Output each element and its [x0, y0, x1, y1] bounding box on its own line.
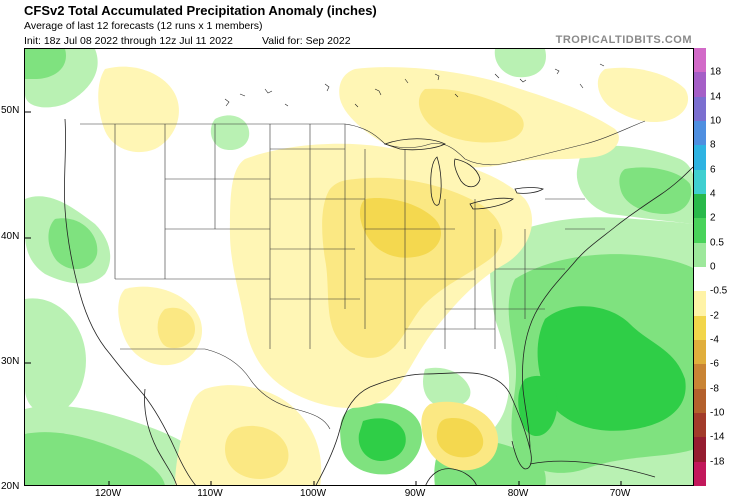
- colorbar-label: -14: [710, 431, 725, 443]
- wet-region-sw-coast: [25, 298, 86, 415]
- colorbar-segment: [694, 121, 706, 146]
- colorbar-segment: [694, 461, 706, 487]
- precip-map: [24, 48, 694, 486]
- wet-region-nw-mid: [48, 218, 98, 270]
- chart-title: CFSv2 Total Accumulated Precipitation An…: [24, 3, 377, 18]
- dry-anomaly-regions: [98, 66, 689, 485]
- init-text: Init: 18z Jul 08 2022 through 12z Jul 11…: [24, 35, 233, 47]
- lon-ticks: [108, 481, 622, 485]
- coast-east: [522, 166, 693, 450]
- coastlines: [64, 118, 693, 485]
- colorbar-segment: [694, 340, 706, 365]
- colorbar-segment: [694, 96, 706, 122]
- colorbar-segment: [694, 218, 706, 244]
- lon-label-80w: 80W: [507, 488, 529, 499]
- lat-label-50n: 50N: [1, 105, 20, 116]
- colorbar-label: -18: [710, 456, 725, 468]
- colorbar-label: -10: [710, 407, 725, 419]
- dry-region-southwest-mid: [157, 307, 195, 349]
- colorbar-label: -2: [710, 310, 719, 322]
- colorbar-label: 2: [710, 212, 716, 224]
- colorbar-label: 6: [710, 164, 716, 176]
- state-lines-midwest: [364, 149, 495, 349]
- coast-mexico-gulf: [315, 386, 371, 485]
- colorbar-label: 8: [710, 139, 716, 151]
- lakes-scatter: [224, 63, 605, 108]
- colorbar-segment: [694, 413, 706, 438]
- great-lakes: [383, 138, 544, 210]
- lon-label-90w: 90W: [404, 488, 426, 499]
- colorbar-segment: [694, 437, 706, 463]
- state-lines-east: [445, 198, 605, 349]
- colorbar-label: 10: [710, 115, 722, 127]
- colorbar-segment: [694, 72, 706, 98]
- wet-region-gulf-east: [423, 367, 471, 408]
- colorbar-segment: [694, 242, 706, 268]
- lake-ontario: [514, 187, 544, 194]
- wet-region-east-coast-mid: [619, 167, 692, 214]
- lat-label-20n: 20N: [1, 481, 20, 492]
- colorbar-label: -8: [710, 383, 719, 395]
- coast-yucatan: [425, 468, 477, 485]
- dry-region-mexico-mid: [225, 425, 289, 479]
- colorbar-label: 4: [710, 188, 716, 200]
- colorbar-segment: [694, 194, 706, 219]
- colorbar-segment: [694, 388, 706, 414]
- wet-region-gulf-west-strong: [358, 418, 406, 461]
- dry-region-gulf-center-strong: [436, 418, 484, 458]
- wet-region-topleft-mid: [25, 49, 66, 79]
- lon-label-100w: 100W: [299, 488, 327, 499]
- coast-west: [64, 118, 196, 485]
- lake-superior: [383, 138, 446, 151]
- canada-lakes: [224, 63, 605, 108]
- lake-erie: [469, 197, 514, 210]
- wet-region-atlantic-strong-2: [518, 375, 558, 437]
- state-lines-west: [114, 124, 271, 349]
- wet-region-ne-canada: [494, 49, 546, 78]
- lat-label-40n: 40N: [1, 231, 20, 242]
- lake-michigan: [430, 156, 442, 206]
- lon-label-120w: 120W: [94, 488, 122, 499]
- colorbar-segment: [694, 364, 706, 390]
- valid-text: Valid for: Sep 2022: [262, 35, 351, 47]
- colorbar-label: 0: [710, 261, 716, 273]
- colorbar-segment: [694, 48, 706, 73]
- colorbar-label: -6: [710, 358, 719, 370]
- colorbar-label: 14: [710, 91, 722, 103]
- coast-gulf-north: [369, 372, 511, 395]
- wet-region-atlantic-strong: [537, 306, 686, 431]
- colorbar-segment: [694, 267, 706, 292]
- colorbar-segment: [694, 169, 706, 195]
- colorbar-segment: [694, 145, 706, 171]
- coast-baja: [144, 388, 177, 485]
- colorbar-label: -4: [710, 334, 719, 346]
- dry-region-ne: [597, 67, 689, 123]
- coast-cuba: [529, 460, 656, 478]
- wet-region-mexico-pacific-mid: [25, 432, 165, 485]
- colorbar-segment: [694, 291, 706, 317]
- lon-label-70w: 70W: [609, 488, 631, 499]
- chart-subtitle: Average of last 12 forecasts (12 runs x …: [24, 20, 263, 32]
- dry-region-central-strong: [359, 198, 442, 258]
- colorbar-segment: [694, 315, 706, 341]
- colorbar-label: 0.5: [710, 237, 724, 249]
- colorbar: [694, 48, 706, 487]
- state-lines-plains: [270, 124, 365, 349]
- colorbar-label: 18: [710, 66, 722, 78]
- colorbar-label: -0.5: [710, 285, 728, 297]
- dry-region-west: [98, 66, 179, 153]
- wet-anomaly-regions: [25, 49, 693, 485]
- brand-watermark: TROPICALTIDBITS.COM: [555, 34, 692, 46]
- map-svg: [25, 49, 693, 485]
- border-us-mexico: [120, 348, 331, 430]
- lake-huron: [454, 158, 481, 188]
- dry-region-great-lakes-mid: [418, 88, 524, 143]
- lon-label-110w: 110W: [197, 488, 223, 499]
- lat-label-30n: 30N: [1, 356, 20, 367]
- wet-region-north-center: [210, 115, 250, 151]
- lat-ticks: [25, 111, 31, 364]
